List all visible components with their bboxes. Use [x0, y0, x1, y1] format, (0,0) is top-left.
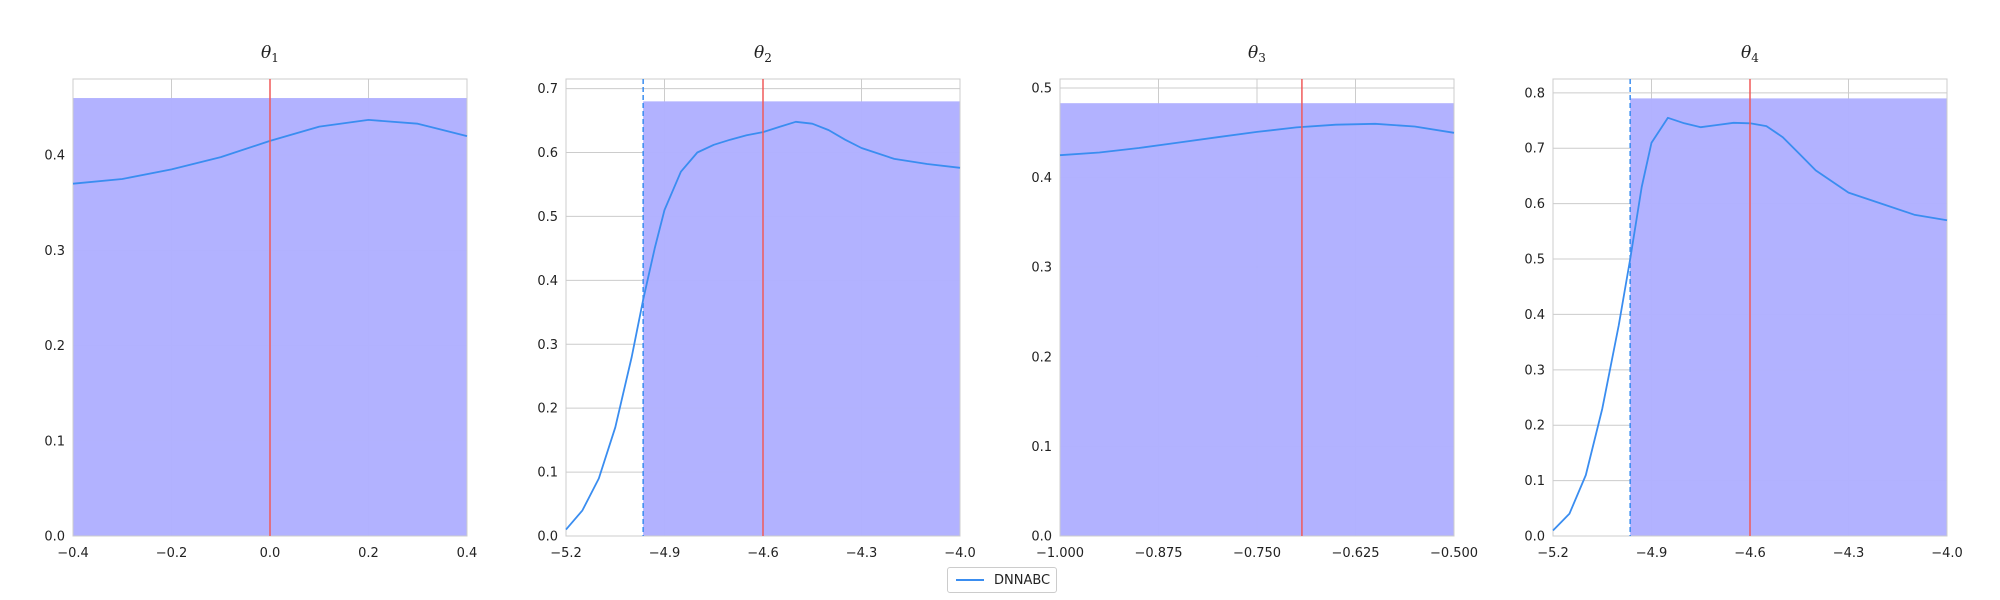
ytick-label-1-4: 0.4 [44, 149, 65, 164]
chart-title-4: θ4 [1741, 43, 1759, 65]
ytick-label-4-6: 0.6 [1524, 197, 1545, 212]
fill-region-2 [643, 101, 960, 536]
ytick-label-4-2: 0.2 [1524, 419, 1545, 434]
legend: DNNABC [947, 567, 1057, 593]
ytick-label-3-2: 0.2 [1031, 350, 1052, 365]
ytick-label-2-4: 0.4 [537, 274, 558, 289]
xtick-label-1-0: −0.4 [57, 546, 89, 561]
ytick-label-3-3: 0.3 [1031, 261, 1052, 276]
kde-line-3 [1059, 122, 1455, 157]
ytick-label-3-0: 0.0 [1031, 530, 1052, 545]
ytick-label-2-3: 0.3 [537, 338, 558, 353]
xtick-label-1-2: 0.0 [260, 546, 281, 561]
fill-region-4 [1630, 98, 1947, 536]
chart-title-2: θ2 [754, 43, 772, 65]
xtick-label-4-4: −4.0 [1931, 546, 1963, 561]
xtick-label-3-1: −0.875 [1134, 546, 1182, 561]
ytick-label-1-2: 0.2 [44, 339, 65, 354]
ytick-label-4-4: 0.4 [1524, 308, 1545, 323]
ytick-label-3-1: 0.1 [1031, 440, 1052, 455]
xtick-label-2-3: −4.3 [846, 546, 878, 561]
chart-title-3: θ3 [1248, 43, 1266, 65]
chart-title-1: θ1 [261, 43, 279, 65]
ytick-label-4-7: 0.7 [1524, 142, 1545, 157]
xtick-label-3-0: −1.000 [1036, 546, 1084, 561]
ytick-label-4-3: 0.3 [1524, 363, 1545, 378]
panel-4: −5.2 −4.9 −4.6 −4.3 −4.0 0.0 0.1 0.2 0.3 0.4 0.5 0.… [1524, 43, 1962, 561]
kde-line-2 [565, 120, 961, 531]
xtick-label-4-3: −4.3 [1833, 546, 1865, 561]
ytick-label-2-2: 0.2 [537, 402, 558, 417]
legend-swatch-dnnabc [956, 579, 984, 581]
xtick-label-1-4: 0.4 [457, 546, 478, 561]
xtick-label-1-1: −0.2 [156, 546, 188, 561]
ytick-label-3-5: 0.5 [1031, 81, 1052, 96]
ytick-label-2-6: 0.6 [537, 146, 558, 161]
xtick-label-4-1: −4.9 [1636, 546, 1668, 561]
ytick-label-2-1: 0.1 [537, 466, 558, 481]
xtick-label-2-0: −5.2 [550, 546, 582, 561]
ytick-label-3-4: 0.4 [1031, 171, 1052, 186]
ytick-label-2-0: 0.0 [537, 530, 558, 545]
plot-frame-3 [1059, 78, 1455, 537]
ytick-label-4-8: 0.8 [1524, 86, 1545, 101]
panel-1: −0.4 −0.2 0.0 0.2 0.4 0.0 0.1 0.2 0.3 0.4 θ1 [44, 43, 477, 561]
ytick-label-4-1: 0.1 [1524, 474, 1545, 489]
ytick-label-1-1: 0.1 [44, 434, 65, 449]
ytick-label-1-0: 0.0 [44, 530, 65, 545]
xtick-label-3-4: −0.500 [1430, 546, 1478, 561]
ytick-label-2-7: 0.7 [537, 82, 558, 97]
panel-2: −5.2 −4.9 −4.6 −4.3 −4.0 0.0 0.1 0.2 0.3 0.4 0.5 0.… [537, 43, 975, 561]
xtick-label-3-2: −0.750 [1233, 546, 1281, 561]
xtick-label-2-4: −4.0 [944, 546, 976, 561]
kde-line-4 [1552, 116, 1948, 532]
ytick-label-4-5: 0.5 [1524, 253, 1545, 268]
xtick-label-4-0: −5.2 [1537, 546, 1569, 561]
panel-3: −1.000 −0.875 −0.750 −0.625 −0.500 0.0 0.1 0.2 0… [1031, 43, 1478, 561]
ytick-label-2-5: 0.5 [537, 210, 558, 225]
xtick-label-2-2: −4.6 [747, 546, 779, 561]
xtick-label-4-2: −4.6 [1734, 546, 1766, 561]
legend-label-dnnabc: DNNABC [994, 572, 1051, 588]
xtick-label-2-1: −4.9 [649, 546, 681, 561]
xtick-label-1-3: 0.2 [358, 546, 379, 561]
ytick-label-4-0: 0.0 [1524, 530, 1545, 545]
xtick-label-3-3: −0.625 [1331, 546, 1379, 561]
ytick-label-1-3: 0.3 [44, 244, 65, 259]
fill-region-3 [1060, 103, 1454, 536]
